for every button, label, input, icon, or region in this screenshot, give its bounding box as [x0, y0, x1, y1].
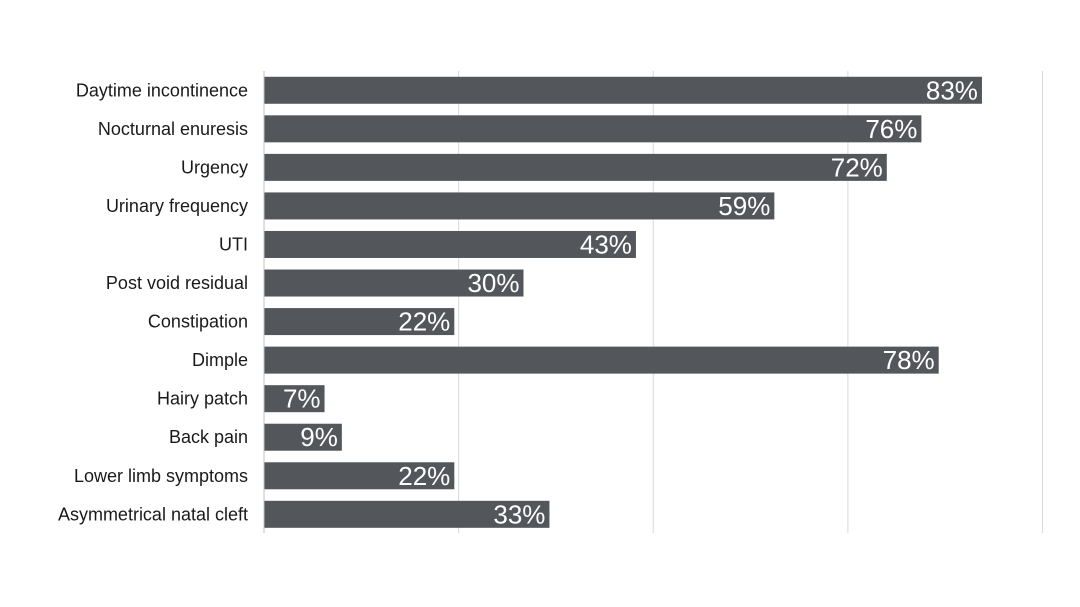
category-label: Urinary frequency	[106, 196, 248, 216]
category-label: Nocturnal enuresis	[98, 119, 248, 139]
category-label: Daytime incontinence	[76, 80, 248, 100]
category-label: Back pain	[169, 427, 248, 447]
bar	[264, 385, 325, 413]
value-label: 33%	[493, 499, 545, 529]
value-label: 43%	[580, 229, 632, 259]
category-labels: Daytime incontinence Nocturnal enuresis Ur…	[58, 80, 248, 524]
category-label: UTI	[219, 234, 248, 254]
value-label: 30%	[467, 268, 519, 298]
category-label: Post void residual	[106, 273, 248, 293]
value-label: 9%	[300, 422, 338, 452]
bar	[264, 462, 455, 490]
value-label: 83%	[926, 75, 978, 105]
bar	[264, 76, 982, 104]
category-label: Urgency	[181, 157, 248, 177]
bar	[264, 192, 775, 220]
category-label: Dimple	[192, 350, 248, 370]
category-label: Lower limb symptoms	[74, 466, 248, 486]
bar	[264, 423, 342, 451]
bar	[264, 308, 455, 336]
value-label: 7%	[283, 384, 321, 414]
category-label: Asymmetrical natal cleft	[58, 504, 248, 524]
bar	[264, 500, 550, 528]
bar	[264, 115, 922, 143]
category-label: Hairy patch	[157, 389, 248, 409]
value-label: 22%	[398, 307, 450, 337]
gridlines	[458, 71, 1043, 533]
bar	[264, 153, 887, 181]
bars	[264, 76, 982, 528]
bar	[264, 230, 636, 258]
value-label: 78%	[883, 345, 935, 375]
value-labels: 83% 76% 72% 59% 43% 30% 22% 78% 7% 9% 22% 33%	[283, 75, 978, 529]
value-label: 72%	[831, 152, 883, 182]
value-label: 59%	[718, 191, 770, 221]
bar	[264, 346, 939, 374]
value-label: 22%	[398, 461, 450, 491]
value-label: 76%	[865, 114, 917, 144]
bar	[264, 269, 524, 297]
category-label: Constipation	[148, 312, 248, 332]
